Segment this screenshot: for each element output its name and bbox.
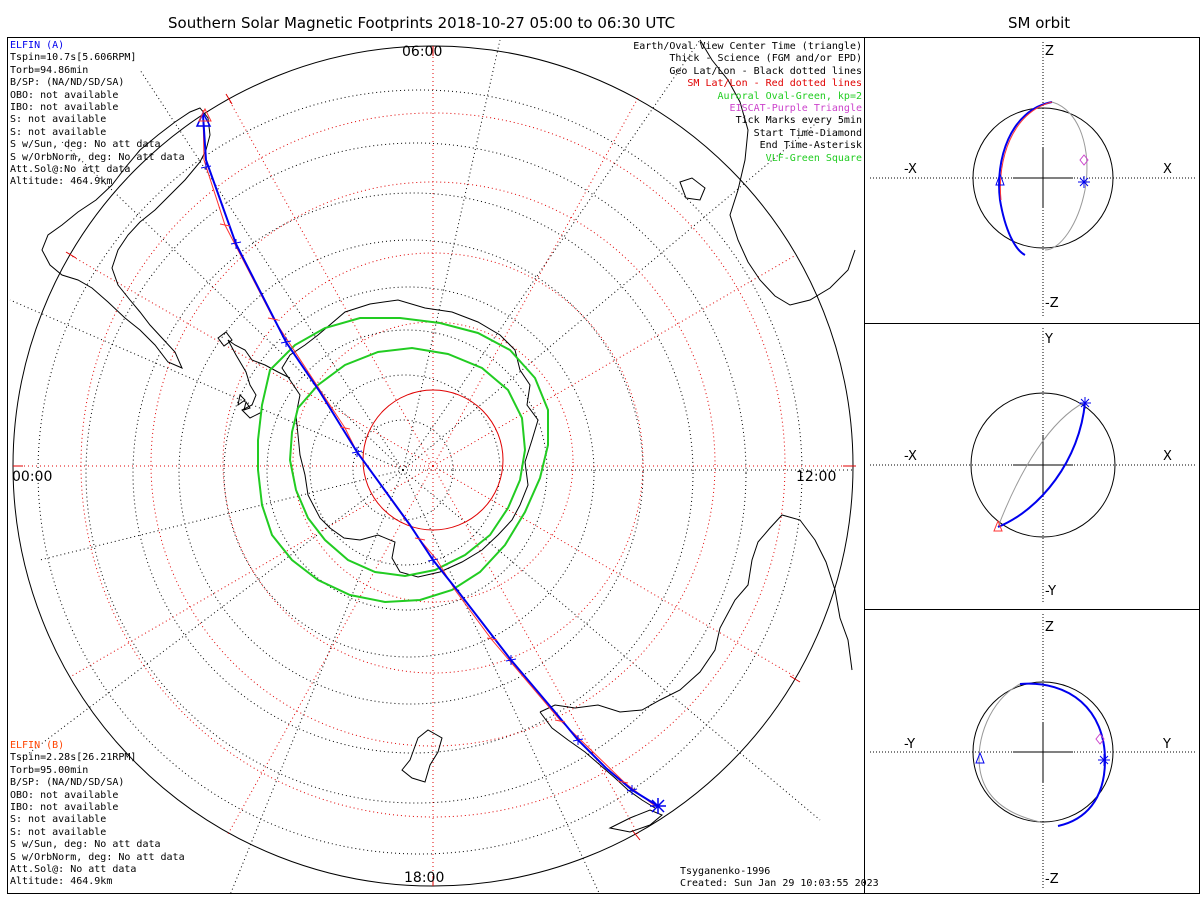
small-island-right bbox=[679, 177, 706, 201]
elfin-b-line-4: IBO: not available bbox=[10, 802, 119, 814]
elfin-b-lines: Tspin=2.28s[26.21RPM] Torb=95.00min B/SP: … bbox=[10, 752, 185, 888]
peninsula-islands bbox=[237, 393, 251, 411]
elfin-a-line-9: Att.Sol@:No att data bbox=[10, 164, 131, 176]
elfin-a-line-7: S w/Sun, deg: No att data bbox=[10, 139, 161, 151]
elfin-a-line-8: S w/OrbNorm, deg: No att data bbox=[10, 151, 185, 163]
orbit2-label-right: X bbox=[1163, 449, 1172, 464]
legend-item-5: EISCAT-Purple Triangle bbox=[729, 103, 862, 115]
legend: Earth/Oval View Center Time (triangle) Th… bbox=[633, 41, 862, 165]
auroral-oval-inner bbox=[288, 346, 527, 578]
legend-item-0: Earth/Oval View Center Time (triangle) bbox=[633, 41, 862, 52]
elfin-a-line-5: S: not available bbox=[10, 114, 107, 126]
elfin-a-line-4: IBO: not available bbox=[10, 102, 119, 114]
south-america-coast bbox=[41, 107, 211, 369]
geo-lat-circles bbox=[37, 89, 803, 855]
elfin-b-line-5: S: not available bbox=[10, 814, 107, 826]
elfin-a-line-3: OBO: not available bbox=[10, 89, 119, 101]
legend-item-7: Start Time-Diamond bbox=[753, 127, 862, 139]
clock-label-top: 06:00 bbox=[402, 44, 443, 60]
legend-item-1: Thick - Science (FGM and/or EPD) bbox=[669, 53, 862, 65]
orbit-frame-1 bbox=[864, 37, 1200, 324]
africa-coast bbox=[699, 39, 856, 306]
legend-item-2: Geo Lat/Lon - Black dotted lines bbox=[669, 65, 862, 77]
orbit2-label-top: Y bbox=[1045, 332, 1053, 347]
elfin-b-line-3: OBO: not available bbox=[10, 789, 119, 801]
orbit1-label-right: X bbox=[1163, 162, 1172, 177]
legend-item-9: VLF-Green Square bbox=[765, 152, 862, 164]
australia-south bbox=[539, 711, 656, 809]
islands-bottom-left bbox=[401, 729, 443, 783]
elfin-b-info: ELFIN (B) Tspin=2.28s[26.21RPM] Torb=95.0… bbox=[10, 740, 185, 889]
legend-item-3: SM Lat/Lon - Red dotted lines bbox=[687, 78, 862, 90]
legend-item-8: End Time-Asterisk bbox=[759, 140, 862, 152]
orbit1-label-top: Z bbox=[1045, 44, 1054, 59]
orbit-panel-xz bbox=[870, 42, 1195, 318]
legend-item-6: Tick Marks every 5min bbox=[735, 115, 862, 127]
orbit1-label-left: -X bbox=[904, 162, 917, 177]
created-timestamp: Created: Sun Jan 29 10:03:55 2023 bbox=[680, 878, 879, 889]
sm-boundary-ticks bbox=[13, 46, 856, 886]
orbit3-label-right: Y bbox=[1163, 737, 1171, 752]
elfin-a-line-10: Altitude: 464.9km bbox=[10, 176, 113, 188]
orbit2-label-bottom: -Y bbox=[1045, 584, 1057, 599]
model-name: Tsyganenko-1996 bbox=[680, 866, 771, 877]
antarctic-peninsula bbox=[227, 339, 291, 419]
clock-label-right: 12:00 bbox=[796, 469, 837, 485]
elfin-b-line-2: B/SP: (NA/ND/SD/SA) bbox=[10, 777, 125, 789]
main-title: Southern Solar Magnetic Footprints 2018-… bbox=[168, 14, 676, 32]
tasmania-nz bbox=[608, 809, 663, 833]
elfin-a-ticks bbox=[200, 160, 638, 795]
elfin-b-line-6: S: not available bbox=[10, 826, 107, 838]
orbit-panel-yz bbox=[870, 614, 1195, 889]
elfin-b-ticks bbox=[219, 223, 629, 784]
clock-label-left: 00:00 bbox=[12, 469, 53, 485]
orbit-panel-xy bbox=[870, 328, 1195, 604]
elfin-b-line-10: Altitude: 464.9km bbox=[10, 876, 113, 888]
orbit2-label-left: -X bbox=[904, 449, 917, 464]
elfin-b-line-8: S w/OrbNorm, deg: No att data bbox=[10, 851, 185, 863]
auroral-oval-outer bbox=[257, 317, 549, 604]
orbit-frame-2 bbox=[864, 323, 1200, 610]
orbit3-label-top: Z bbox=[1045, 620, 1054, 635]
geo-meridians bbox=[9, 39, 855, 893]
orbit3-label-bottom: -Z bbox=[1045, 872, 1059, 887]
elfin-b-name: ELFIN (B) bbox=[10, 740, 65, 751]
elfin-a-line-0: Tspin=10.7s[5.606RPM] bbox=[10, 52, 137, 64]
elfin-a-line-1: Torb=94.86min bbox=[10, 64, 89, 76]
elfin-a-info: ELFIN (A) Tspin=10.7s[5.606RPM] Torb=94.8… bbox=[10, 40, 185, 189]
elfin-b-line-7: S w/Sun, deg: No att data bbox=[10, 839, 161, 851]
elfin-b-line-1: Torb=95.00min bbox=[10, 764, 89, 776]
end-asterisk bbox=[650, 798, 666, 814]
elfin-a-name: ELFIN (A) bbox=[10, 40, 65, 51]
australia-coast bbox=[539, 514, 853, 713]
elfin-a-line-6: S: not available bbox=[10, 126, 107, 138]
elfin-a-track bbox=[202, 114, 659, 807]
orbit3-label-left: -Y bbox=[904, 737, 916, 752]
orbit-title: SM orbit bbox=[1008, 14, 1071, 32]
elfin-b-line-0: Tspin=2.28s[26.21RPM] bbox=[10, 752, 137, 764]
elfin-b-triangle bbox=[198, 107, 212, 122]
clock-label-bottom: 18:00 bbox=[404, 870, 445, 886]
falklands bbox=[217, 331, 233, 347]
antarctica-coast bbox=[281, 299, 539, 578]
elfin-b-line-9: Att.Sol@: No att data bbox=[10, 864, 137, 876]
elfin-a-line-2: B/SP: (NA/ND/SD/SA) bbox=[10, 77, 125, 89]
legend-item-4: Auroral Oval-Green, kp=2 bbox=[717, 90, 863, 102]
orbit1-label-bottom: -Z bbox=[1045, 296, 1059, 311]
polar-map bbox=[9, 39, 856, 893]
elfin-a-lines: Tspin=10.7s[5.606RPM] Torb=94.86min B/SP: … bbox=[10, 52, 185, 188]
sm-meridians bbox=[14, 48, 855, 884]
